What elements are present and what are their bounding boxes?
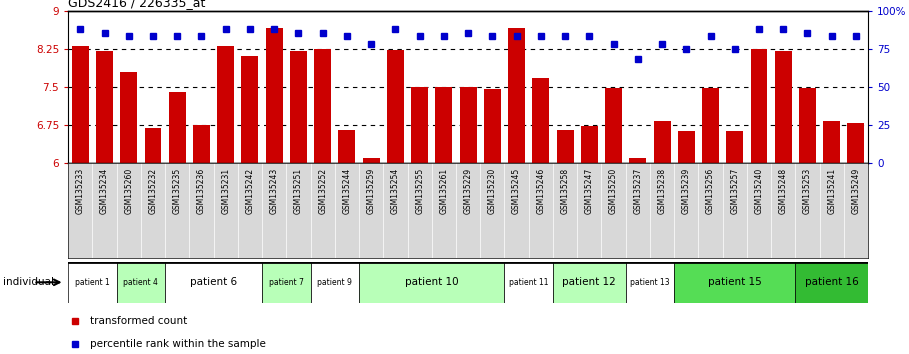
Text: patient 10: patient 10 <box>405 277 458 287</box>
Text: GSM135244: GSM135244 <box>343 167 352 214</box>
Text: GSM135232: GSM135232 <box>148 167 157 214</box>
Bar <box>193 125 210 163</box>
Bar <box>116 262 165 303</box>
Text: GSM135254: GSM135254 <box>391 167 400 214</box>
Bar <box>262 262 311 303</box>
Text: patient 11: patient 11 <box>509 278 548 287</box>
Text: patient 13: patient 13 <box>630 278 670 287</box>
Text: patient 1: patient 1 <box>75 278 110 287</box>
Text: GSM135260: GSM135260 <box>125 167 134 214</box>
Bar <box>338 130 355 163</box>
Text: patient 4: patient 4 <box>124 278 158 287</box>
Bar <box>751 49 767 163</box>
Text: GSM135243: GSM135243 <box>270 167 279 214</box>
Bar <box>484 89 501 163</box>
Text: patient 9: patient 9 <box>317 278 353 287</box>
Bar <box>702 88 719 163</box>
Bar <box>359 262 504 303</box>
Bar <box>411 87 428 163</box>
Bar <box>625 262 674 303</box>
Bar <box>553 262 625 303</box>
Bar <box>311 262 359 303</box>
Text: GSM135230: GSM135230 <box>488 167 497 214</box>
Text: GSM135239: GSM135239 <box>682 167 691 214</box>
Bar <box>847 123 864 163</box>
Text: GSM135237: GSM135237 <box>634 167 643 214</box>
Text: GSM135259: GSM135259 <box>366 167 375 214</box>
Text: patient 16: patient 16 <box>804 277 859 287</box>
Bar <box>120 72 137 163</box>
Bar <box>96 51 113 163</box>
Bar <box>72 46 89 163</box>
Bar <box>508 28 525 163</box>
Bar <box>654 121 671 163</box>
Bar <box>726 131 744 163</box>
Text: GSM135252: GSM135252 <box>318 167 327 214</box>
Bar <box>242 56 258 163</box>
Text: GSM135238: GSM135238 <box>657 167 666 214</box>
Text: patient 15: patient 15 <box>708 277 762 287</box>
Text: GSM135248: GSM135248 <box>779 167 788 214</box>
Text: GDS2416 / 226335_at: GDS2416 / 226335_at <box>68 0 205 10</box>
Bar <box>795 262 868 303</box>
Text: individual: individual <box>3 277 54 287</box>
Text: GSM135236: GSM135236 <box>197 167 206 214</box>
Bar <box>678 131 694 163</box>
Text: GSM135249: GSM135249 <box>852 167 861 214</box>
Text: GSM135258: GSM135258 <box>561 167 570 214</box>
Text: transformed count: transformed count <box>90 316 187 326</box>
Bar <box>217 46 235 163</box>
Bar <box>605 88 622 163</box>
Text: GSM135245: GSM135245 <box>512 167 521 214</box>
Text: GSM135255: GSM135255 <box>415 167 425 214</box>
Bar <box>556 130 574 163</box>
Bar <box>435 87 453 163</box>
Text: patient 7: patient 7 <box>269 278 304 287</box>
Bar <box>674 262 795 303</box>
Text: patient 12: patient 12 <box>563 277 616 287</box>
Text: GSM135256: GSM135256 <box>706 167 715 214</box>
Text: GSM135235: GSM135235 <box>173 167 182 214</box>
Bar <box>68 262 116 303</box>
Bar <box>533 78 549 163</box>
Text: GSM135251: GSM135251 <box>294 167 303 214</box>
Bar <box>145 129 162 163</box>
Bar <box>315 49 331 163</box>
Text: GSM135257: GSM135257 <box>730 167 739 214</box>
Text: GSM135246: GSM135246 <box>536 167 545 214</box>
Bar <box>460 87 476 163</box>
Text: GSM135261: GSM135261 <box>439 167 448 214</box>
Text: GSM135241: GSM135241 <box>827 167 836 214</box>
Text: GSM135250: GSM135250 <box>609 167 618 214</box>
Bar <box>799 88 816 163</box>
Bar <box>581 126 598 163</box>
Bar <box>363 158 380 163</box>
Bar <box>387 50 404 163</box>
Bar <box>165 262 262 303</box>
Text: GSM135229: GSM135229 <box>464 167 473 214</box>
Text: GSM135247: GSM135247 <box>584 167 594 214</box>
Text: GSM135253: GSM135253 <box>803 167 812 214</box>
Text: GSM135240: GSM135240 <box>754 167 764 214</box>
Bar <box>265 28 283 163</box>
Bar <box>504 262 553 303</box>
Bar <box>774 51 792 163</box>
Text: GSM135233: GSM135233 <box>75 167 85 214</box>
Bar <box>629 158 646 163</box>
Bar <box>169 92 185 163</box>
Text: percentile rank within the sample: percentile rank within the sample <box>90 339 265 349</box>
Text: GSM135231: GSM135231 <box>221 167 230 214</box>
Text: patient 6: patient 6 <box>190 277 237 287</box>
Bar <box>824 121 840 163</box>
Bar <box>290 51 307 163</box>
Text: GSM135234: GSM135234 <box>100 167 109 214</box>
Text: GSM135242: GSM135242 <box>245 167 255 214</box>
